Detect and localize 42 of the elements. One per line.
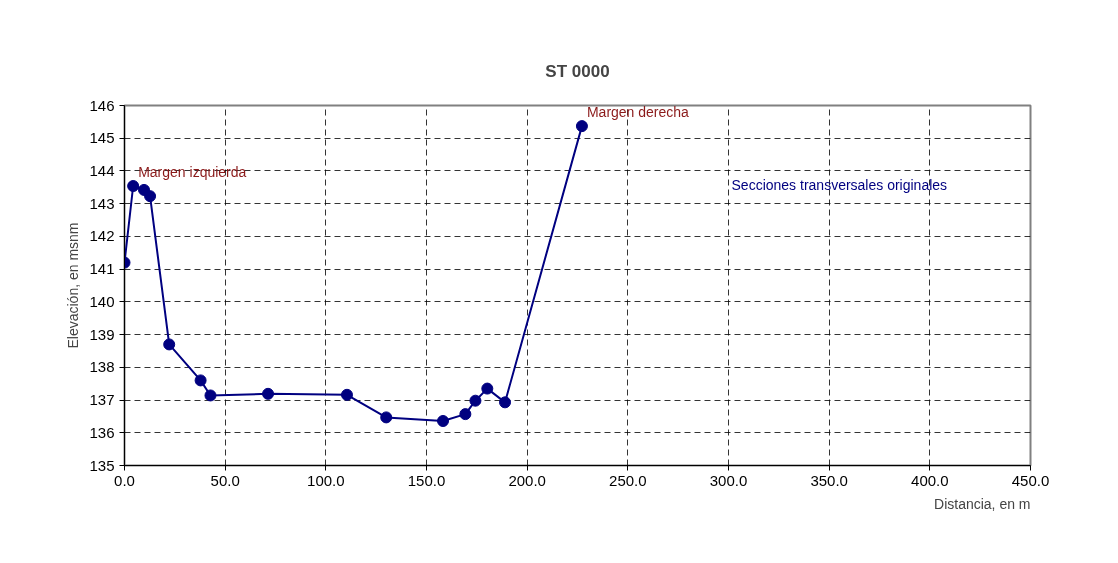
point <box>204 389 217 402</box>
point <box>481 382 494 395</box>
y-tick-label: 142 <box>89 227 115 245</box>
point <box>380 411 393 424</box>
x-tick-label: 350.0 <box>810 471 848 489</box>
point <box>469 394 482 407</box>
y-axis-title: Elevación, en msnm <box>65 222 82 349</box>
y-tick-label: 139 <box>89 325 115 343</box>
y-tick-label: 146 <box>89 96 115 114</box>
x-tick-label: 150.0 <box>407 471 446 489</box>
y-tick-label: 140 <box>89 292 115 310</box>
y-tick-label: 143 <box>89 194 115 212</box>
point <box>262 387 275 400</box>
annotation: Margen derecha <box>586 104 690 121</box>
y-tick-label: 137 <box>89 391 115 409</box>
y-tick-label: 135 <box>89 456 115 474</box>
x-axis-title: Distancia, en m <box>934 495 1031 512</box>
point <box>499 396 512 409</box>
point <box>194 374 207 387</box>
x-tick-label: 200.0 <box>508 471 546 489</box>
point <box>459 408 472 421</box>
point <box>163 338 176 351</box>
y-tick-label: 136 <box>89 423 115 441</box>
x-tick-label: 450.0 <box>1011 471 1050 489</box>
y-tick-label: 141 <box>89 260 115 278</box>
point <box>127 180 140 192</box>
chart-title: ST 0000 <box>545 61 610 81</box>
y-tick-label: 145 <box>89 129 115 147</box>
x-tick-label: 50.0 <box>210 471 240 489</box>
point <box>437 415 450 427</box>
annotation: Margen izquierda <box>138 164 247 181</box>
x-tick-label: 300.0 <box>709 471 748 489</box>
y-tick-label: 138 <box>89 358 115 376</box>
x-tick-label: 400.0 <box>911 471 949 489</box>
x-tick-label: 100.0 <box>307 471 345 489</box>
x-tick-label: 250.0 <box>609 471 647 489</box>
y-tick-label: 144 <box>89 161 115 179</box>
point <box>340 388 353 401</box>
point <box>575 120 588 133</box>
point <box>144 190 157 203</box>
text: Secciones transversales originales <box>731 176 948 193</box>
x-tick-label: 0.0 <box>114 471 135 489</box>
